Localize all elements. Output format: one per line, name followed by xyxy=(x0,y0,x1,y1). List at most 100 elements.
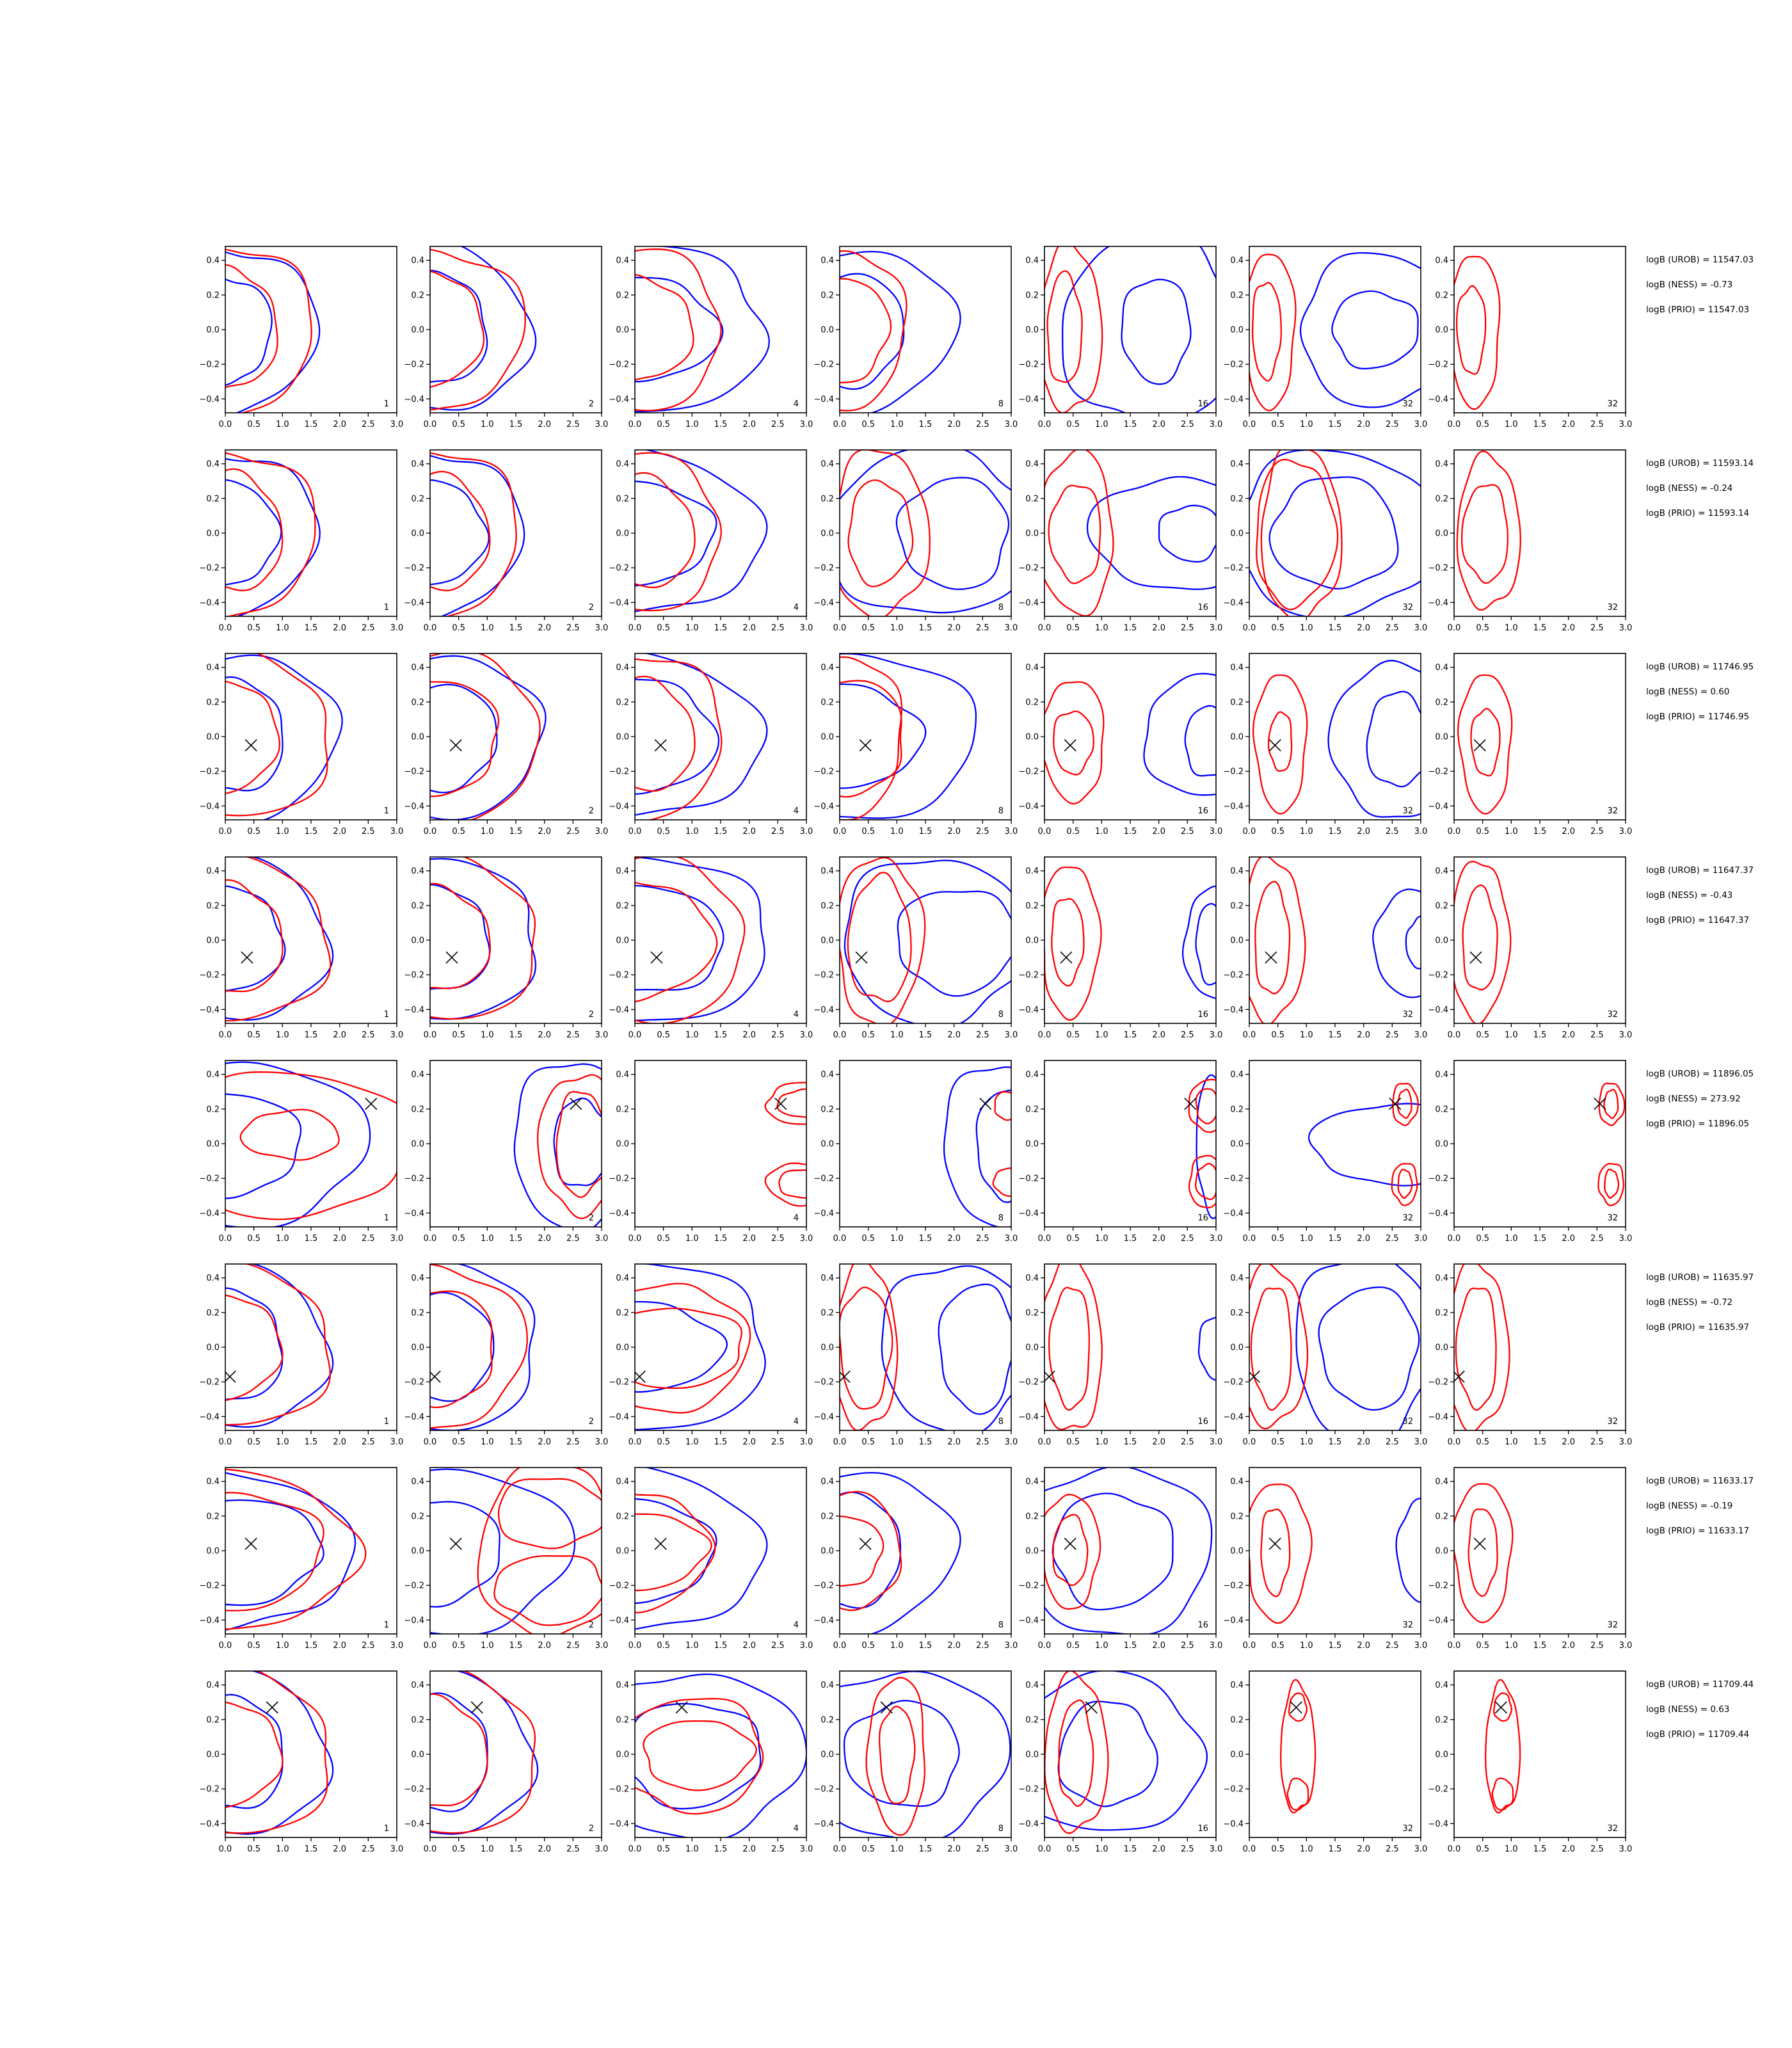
y-tick-label: 0.4 xyxy=(411,1274,424,1283)
marker-x xyxy=(470,1701,483,1714)
x-tick-label: 1.5 xyxy=(1329,623,1342,633)
contour-blue xyxy=(430,1692,488,1812)
y-tick-label: 0.2 xyxy=(616,698,629,707)
x-tick-label: 1.0 xyxy=(276,623,289,633)
marker-x xyxy=(1494,1701,1507,1714)
x-tick-label: 2.5 xyxy=(1386,1641,1399,1651)
contour-plot-area xyxy=(635,450,768,612)
contour-panel: 0.40.20.0−0.2−0.40.0 0.5 1.0 1.5 2.0 2.5 3.032 xyxy=(1223,856,1427,1040)
x-tick-label: 2.0 xyxy=(1562,1234,1575,1244)
x-tick-label: 0.5 xyxy=(1066,420,1080,429)
y-tick-label: 0.2 xyxy=(820,901,834,911)
y-tick-label: 0.4 xyxy=(1435,460,1448,469)
x-tick-label: 2.0 xyxy=(742,420,756,429)
contour-plot-area xyxy=(225,653,343,820)
contour-plot-area xyxy=(635,1673,806,1837)
contour-blue xyxy=(1308,1103,1421,1187)
x-tick-label: 2.5 xyxy=(1590,420,1604,429)
contour-red xyxy=(1250,1287,1292,1411)
x-tick-label: 2.5 xyxy=(976,1234,989,1244)
x-tick-label: 1.0 xyxy=(1300,1030,1313,1040)
panel-corner-label: 4 xyxy=(794,603,799,612)
x-tick-label: 1.5 xyxy=(714,827,728,836)
panel-corner-label: 2 xyxy=(589,399,594,409)
y-tick-label: 0.4 xyxy=(411,1070,424,1080)
contour-red xyxy=(225,879,284,993)
logb-stat: logB (NESS) = -0.19 xyxy=(1646,1501,1732,1511)
x-tick-label: 2.5 xyxy=(1386,1234,1399,1244)
x-tick-label: 0.0 xyxy=(628,1234,642,1244)
x-tick-label: 3.0 xyxy=(1414,827,1428,836)
contour-panel: 0.40.20.0−0.2−0.40.0 0.5 1.0 1.5 2.0 2.5 3.032 xyxy=(1223,1467,1427,1651)
y-tick-label: −0.2 xyxy=(609,971,629,980)
contour-red xyxy=(764,1162,806,1207)
x-tick-label: 2.5 xyxy=(362,623,375,633)
contour-red xyxy=(239,1108,340,1161)
y-tick-label: 0.4 xyxy=(616,663,629,673)
x-tick-label: 2.5 xyxy=(362,1030,375,1040)
x-tick-label: 0.0 xyxy=(424,1234,437,1244)
x-tick-label: 1.0 xyxy=(1095,420,1108,429)
axes-frame xyxy=(1453,653,1626,820)
y-tick-label: −0.4 xyxy=(1018,1005,1039,1015)
x-tick-label: 2.5 xyxy=(566,623,580,633)
contour-red xyxy=(225,1468,367,1630)
contour-red xyxy=(225,264,278,388)
x-tick-label: 0.0 xyxy=(1243,1030,1256,1040)
logb-stat: logB (UROB) = 11896.05 xyxy=(1646,1069,1754,1079)
x-tick-label: 2.5 xyxy=(1590,827,1604,836)
contour-red xyxy=(1468,1508,1498,1597)
y-tick-label: −0.4 xyxy=(1018,1209,1039,1219)
contour-red xyxy=(1397,1169,1413,1199)
contour-blue xyxy=(1268,476,1399,590)
x-tick-label: 2.5 xyxy=(1181,1437,1194,1447)
y-tick-label: 0.0 xyxy=(1230,529,1244,539)
y-tick-label: 0.4 xyxy=(1230,460,1244,469)
x-tick-label: 1.0 xyxy=(1300,1234,1313,1244)
contour-red xyxy=(840,1286,893,1410)
contour-plot-area xyxy=(840,653,977,820)
x-tick-label: 1.5 xyxy=(714,1437,728,1447)
y-tick-label: 0.4 xyxy=(411,256,424,266)
contour-red xyxy=(635,1698,764,1815)
contour-red xyxy=(840,656,903,820)
x-tick-label: 0.0 xyxy=(628,827,642,836)
x-tick-label: 1.0 xyxy=(276,827,289,836)
contour-red xyxy=(430,270,485,388)
contour-blue xyxy=(635,678,720,795)
contour-plot-area xyxy=(1044,866,1216,1021)
y-tick-label: 0.2 xyxy=(616,1105,629,1114)
x-tick-label: 1.0 xyxy=(1300,1844,1313,1854)
panel-corner-label: 2 xyxy=(589,1417,594,1427)
marker-x xyxy=(675,1701,688,1714)
y-tick-label: −0.4 xyxy=(813,1820,834,1829)
y-tick-label: −0.4 xyxy=(1018,1820,1039,1829)
axes-frame xyxy=(839,856,1012,1024)
y-tick-label: −0.2 xyxy=(1018,564,1039,573)
contour-red xyxy=(1454,1264,1510,1430)
x-tick-label: 1.0 xyxy=(685,1844,699,1854)
x-tick-label: 2.0 xyxy=(1357,1030,1370,1040)
x-tick-label: 3.0 xyxy=(390,623,404,633)
contour-red xyxy=(1455,285,1487,375)
y-tick-label: 0.2 xyxy=(1230,901,1244,911)
panel-corner-label: 32 xyxy=(1402,1620,1413,1630)
marker-x xyxy=(430,1370,441,1382)
x-tick-label: 0.5 xyxy=(657,1844,670,1854)
x-tick-label: 0.5 xyxy=(1271,420,1284,429)
y-tick-label: 0.4 xyxy=(616,1070,629,1080)
contour-blue xyxy=(1197,1316,1216,1381)
x-tick-label: 1.0 xyxy=(481,623,494,633)
contour-red xyxy=(430,1693,488,1807)
x-tick-label: 0.0 xyxy=(628,420,642,429)
axes-frame xyxy=(1249,1467,1421,1635)
contour-plot-area xyxy=(1280,1679,1316,1814)
x-tick-label: 3.0 xyxy=(1005,1030,1018,1040)
contour-red xyxy=(1195,1088,1216,1124)
x-tick-label: 3.0 xyxy=(800,1641,813,1651)
y-tick-label: 0.4 xyxy=(206,460,220,469)
y-tick-label: −0.2 xyxy=(1018,1174,1039,1184)
contour-red xyxy=(225,857,332,1022)
contour-panel: 0.4 0.2 0.0 −0.2 −0.4 0.0 0.5 1.0 1.5 2.0 2.5 3.0 4 xyxy=(609,449,813,633)
y-tick-label: 0.0 xyxy=(1025,529,1039,539)
